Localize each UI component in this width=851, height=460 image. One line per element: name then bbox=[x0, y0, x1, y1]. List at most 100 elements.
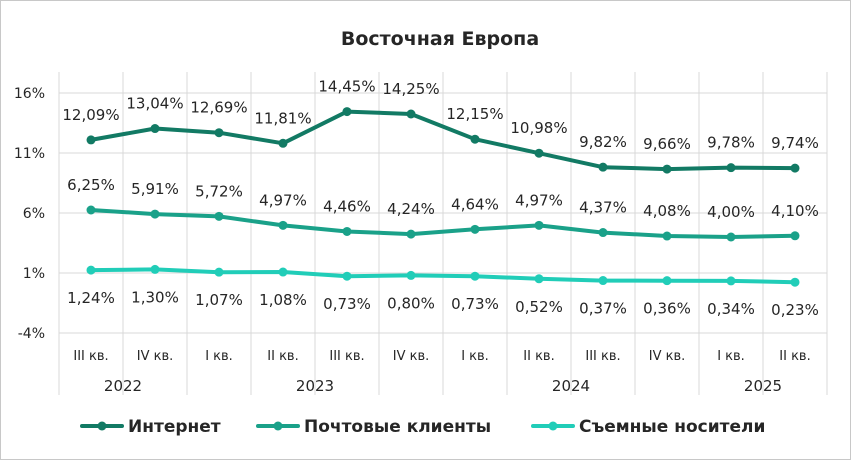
data-label: 9,74% bbox=[771, 134, 819, 152]
data-point bbox=[534, 274, 544, 284]
data-label: 4,10% bbox=[771, 202, 819, 220]
data-point bbox=[86, 265, 96, 275]
data-point bbox=[534, 148, 544, 158]
x-category-label: I кв. bbox=[461, 349, 489, 364]
data-point bbox=[150, 209, 160, 219]
data-label: 6,25% bbox=[67, 176, 115, 194]
x-category-label: II кв. bbox=[779, 349, 810, 364]
data-point bbox=[790, 277, 800, 287]
data-point bbox=[278, 220, 288, 230]
data-label: 12,69% bbox=[190, 99, 247, 117]
data-label: 4,24% bbox=[387, 200, 435, 218]
data-point bbox=[726, 232, 736, 242]
data-label: 4,97% bbox=[259, 191, 307, 209]
data-label: 0,23% bbox=[771, 301, 819, 319]
data-label: 0,36% bbox=[643, 300, 691, 318]
data-labels: 12,09% 13,04% 12,69% 11,81% 14,45% 14,25% 12,1… bbox=[62, 78, 818, 320]
x-category-label: II кв. bbox=[523, 349, 554, 364]
legend-swatch-marker bbox=[97, 421, 107, 431]
data-label: 0,37% bbox=[579, 300, 627, 318]
data-point bbox=[598, 162, 608, 172]
data-label: 9,82% bbox=[579, 133, 627, 151]
legend-label: Интернет bbox=[128, 417, 221, 437]
y-tick-label: -4% bbox=[18, 326, 45, 342]
x-category-label: III кв. bbox=[329, 349, 364, 364]
y-tick-label: 11% bbox=[14, 146, 45, 162]
data-point bbox=[726, 163, 736, 173]
data-label: 9,78% bbox=[707, 134, 755, 152]
data-point bbox=[470, 271, 480, 281]
x-category-label: IV кв. bbox=[649, 349, 686, 364]
data-label: 14,25% bbox=[382, 80, 439, 98]
data-point bbox=[150, 124, 160, 134]
data-label: 14,45% bbox=[318, 78, 375, 96]
data-point bbox=[406, 109, 416, 119]
data-point bbox=[86, 205, 96, 215]
data-label: 11,81% bbox=[254, 109, 311, 127]
data-label: 5,72% bbox=[195, 182, 243, 200]
data-point bbox=[342, 271, 352, 281]
data-point bbox=[470, 224, 480, 234]
legend-swatch-marker bbox=[548, 421, 558, 431]
data-label: 13,04% bbox=[126, 95, 183, 113]
x-category-label: IV кв. bbox=[137, 349, 174, 364]
data-label: 4,46% bbox=[323, 197, 371, 215]
data-label: 1,07% bbox=[195, 291, 243, 309]
chart-title: Восточная Европа bbox=[341, 28, 539, 50]
data-point bbox=[406, 270, 416, 280]
x-year-label: 2025 bbox=[744, 377, 782, 395]
series-points bbox=[86, 107, 800, 287]
data-point bbox=[598, 276, 608, 286]
data-label: 1,08% bbox=[259, 291, 307, 309]
data-point bbox=[214, 128, 224, 138]
data-point bbox=[470, 134, 480, 144]
series-line bbox=[89, 208, 797, 239]
x-category-label: II кв. bbox=[267, 349, 298, 364]
series-lines bbox=[89, 109, 797, 285]
data-point bbox=[342, 107, 352, 117]
data-label: 4,97% bbox=[515, 191, 563, 209]
y-tick-label: 1% bbox=[23, 266, 45, 282]
data-label: 4,00% bbox=[707, 203, 755, 221]
data-label: 0,80% bbox=[387, 294, 435, 312]
data-point bbox=[278, 138, 288, 148]
data-point bbox=[662, 231, 672, 241]
data-point bbox=[406, 229, 416, 239]
data-label: 12,09% bbox=[62, 106, 119, 124]
series-line bbox=[89, 109, 797, 172]
data-point bbox=[790, 163, 800, 173]
data-label: 4,64% bbox=[451, 195, 499, 213]
data-point bbox=[534, 220, 544, 230]
x-year-label: 2023 bbox=[296, 377, 334, 395]
data-point bbox=[662, 164, 672, 174]
x-category-label: I кв. bbox=[205, 349, 233, 364]
data-point bbox=[214, 211, 224, 221]
data-label: 12,15% bbox=[446, 105, 503, 123]
data-point bbox=[278, 267, 288, 277]
data-point bbox=[86, 135, 96, 145]
data-point bbox=[726, 276, 736, 286]
data-label: 4,08% bbox=[643, 202, 691, 220]
data-label: 1,24% bbox=[67, 289, 115, 307]
data-point bbox=[150, 264, 160, 274]
data-point bbox=[598, 228, 608, 238]
x-category-label: IV кв. bbox=[393, 349, 430, 364]
data-point bbox=[662, 276, 672, 286]
legend-label: Съемные носители bbox=[579, 417, 765, 437]
legend: Интернет Почтовые клиенты Съемные носители bbox=[80, 417, 765, 437]
data-point bbox=[342, 226, 352, 236]
data-label: 0,73% bbox=[323, 295, 371, 313]
y-axis-ticks: -4% 1% 6% 11% 16% bbox=[14, 86, 45, 342]
x-axis: III кв. IV кв. I кв. II кв. III кв. IV кв. I к… bbox=[73, 349, 810, 395]
data-label: 9,66% bbox=[643, 135, 691, 153]
data-point bbox=[790, 231, 800, 241]
x-category-label: III кв. bbox=[585, 349, 620, 364]
x-category-label: III кв. bbox=[73, 349, 108, 364]
x-category-label: I кв. bbox=[717, 349, 745, 364]
data-label: 1,30% bbox=[131, 288, 179, 306]
x-year-label: 2024 bbox=[552, 377, 590, 395]
x-year-label: 2022 bbox=[104, 377, 142, 395]
data-label: 4,37% bbox=[579, 199, 627, 217]
